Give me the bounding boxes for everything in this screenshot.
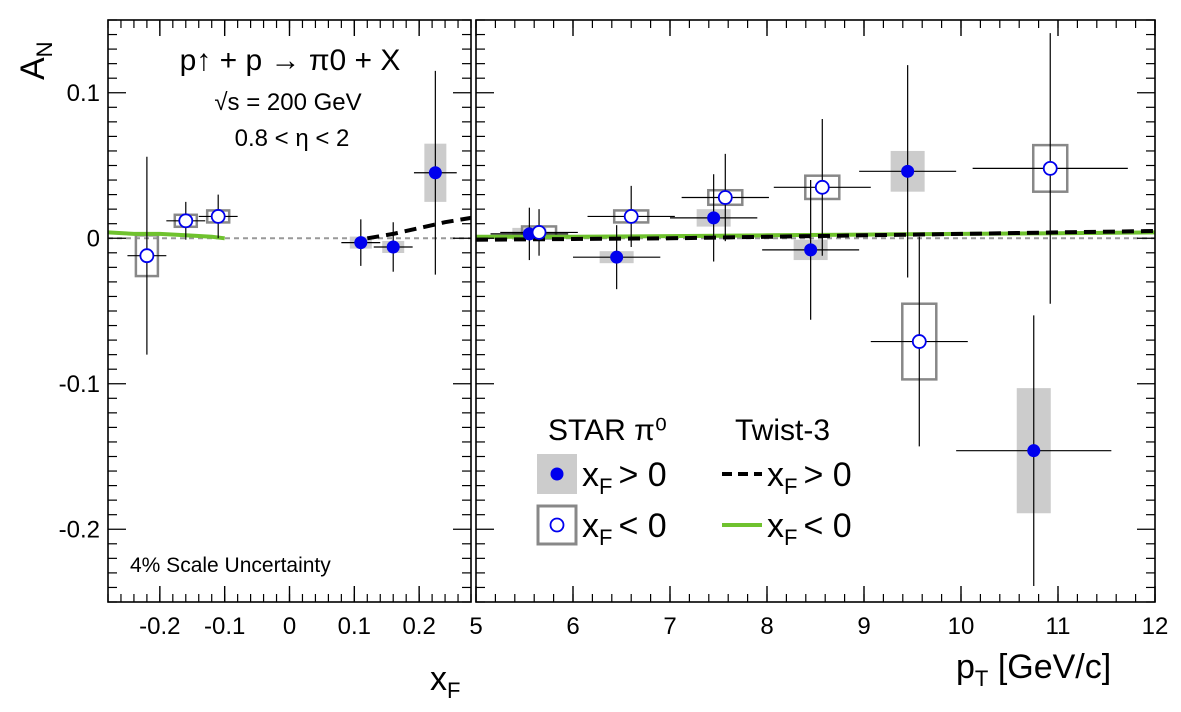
data-point-open — [717, 190, 733, 205]
data-point-filled — [354, 236, 368, 250]
legend-label-theory-pos: xF > 0 — [767, 456, 852, 499]
legend-header-theory: Twist-3 — [735, 414, 830, 447]
x-tick-label: 0.2 — [402, 613, 435, 640]
data-point-filled — [707, 211, 721, 225]
twist3-curve-xf-pos — [366, 215, 472, 241]
reaction-annotation: p↑ + p → π0 + X — [180, 44, 401, 77]
legend-label-data-pos: xF > 0 — [582, 456, 667, 499]
data-point-filled — [386, 240, 400, 254]
legend-label-data-neg: xF < 0 — [582, 507, 667, 550]
data-point-open — [623, 209, 639, 224]
x-tick-label: 11 — [1046, 613, 1071, 640]
axis-ticks — [107, 19, 1156, 603]
theory-curves — [107, 215, 1156, 242]
data-point-open — [531, 225, 547, 240]
x-axis-label-xf: xF — [430, 660, 460, 703]
x-tick-label: 9 — [857, 613, 870, 640]
data-point-filled — [1027, 444, 1041, 458]
x-tick-label: -0.1 — [204, 613, 245, 640]
data-point-open — [178, 213, 194, 229]
y-tick-label: -0.2 — [59, 516, 100, 543]
twist3-curve-xf-neg — [107, 230, 225, 241]
twist3-curve-xf-neg — [476, 230, 1156, 239]
tick-labels: -0.2 -0.1 0 0.1 0.2 5 6 7 8 9 10 11 12 -0.2 -0.1 0 0.1 — [59, 80, 1169, 640]
x-axis-label-pt: pT [GeV/c] — [956, 648, 1111, 691]
x-tick-label: 10 — [948, 613, 975, 640]
scale-uncertainty: 4% Scale Uncertainty — [130, 554, 331, 577]
legend-header-data: STAR π⁰ — [548, 414, 667, 447]
y-axis-label-sub: N — [32, 41, 57, 57]
energy-annotation: √s = 200 GeV — [214, 89, 361, 116]
legend-marker-filled — [550, 467, 564, 481]
legend-label-theory-neg: xF < 0 — [767, 507, 852, 550]
data-point-open — [911, 334, 927, 349]
x-tick-label: 8 — [760, 613, 773, 640]
data-point-open — [210, 209, 226, 224]
x-tick-label: 12 — [1142, 613, 1169, 640]
x-tick-label: 0.1 — [338, 613, 371, 640]
x-tick-label: 5 — [469, 613, 482, 640]
data-point-filled — [804, 243, 818, 257]
legend-box-neg — [536, 504, 578, 546]
x-tick-label: 0 — [283, 613, 296, 640]
data-point-filled — [901, 164, 915, 178]
data-point-open — [139, 248, 155, 264]
eta-annotation: 0.8 < η < 2 — [235, 125, 350, 152]
error-bars — [127, 33, 1128, 586]
x-tick-label: -0.2 — [139, 613, 180, 640]
y-tick-label: -0.1 — [59, 371, 100, 398]
x-tick-label: 7 — [663, 613, 676, 640]
data-point-filled — [428, 166, 442, 180]
data-point-open — [814, 179, 830, 195]
data-point-open — [1042, 161, 1058, 176]
y-axis-label: AN — [14, 41, 57, 80]
data-point-filled — [610, 250, 624, 264]
legend: STAR π⁰ Twist-3 xF > 0 xF > 0 xF < 0 xF < 0 — [536, 414, 852, 550]
legend-marker-open — [549, 517, 565, 533]
y-tick-label: 0 — [87, 225, 100, 252]
y-tick-label: 0.1 — [67, 80, 100, 107]
data-points — [139, 161, 1058, 458]
systematic-boxes — [134, 143, 1069, 514]
x-tick-label: 6 — [566, 613, 579, 640]
